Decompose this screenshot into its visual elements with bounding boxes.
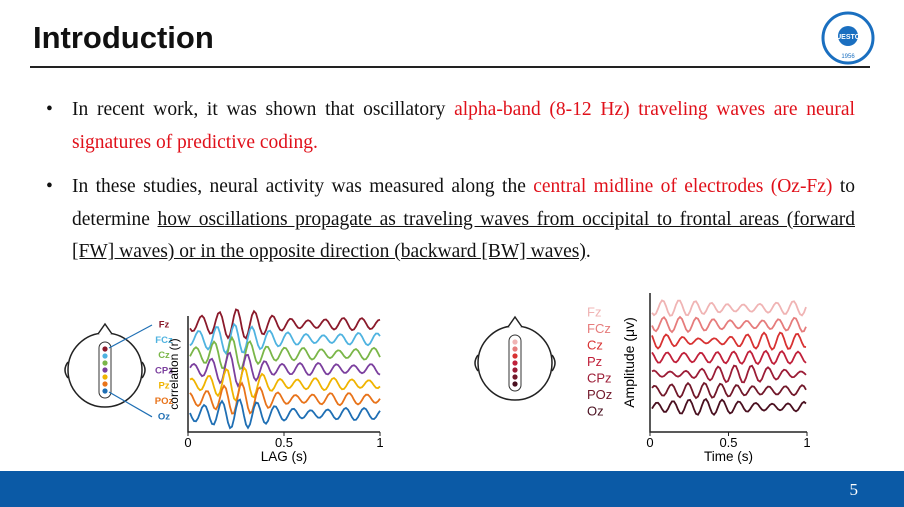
logo-core (838, 26, 858, 46)
ear (474, 354, 479, 372)
electrode (102, 346, 108, 352)
electrode (512, 346, 518, 352)
electrode-label: Fz (159, 320, 170, 331)
x-axis-label: Time (s) (704, 449, 753, 464)
text-segment: central midline of electrodes (Oz-Fz) (533, 176, 833, 197)
x-tick-label: 1 (376, 435, 383, 450)
waveform (189, 351, 381, 388)
waveform (651, 331, 807, 351)
slide-title: Introduction (33, 20, 214, 55)
waveform (189, 308, 381, 340)
text-segment: In these studies, neural activity was me… (72, 176, 534, 197)
electrode-label: FCz (155, 335, 173, 346)
electrode (102, 360, 108, 366)
electrode-label: CPz (587, 370, 612, 385)
waveform (651, 364, 807, 384)
electrode (102, 381, 108, 387)
electrode (512, 360, 518, 366)
electrode-label: CPz (155, 365, 173, 376)
text-segment: alpha-band (8-12 Hz) traveling waves are… (72, 99, 855, 153)
ear (551, 354, 556, 372)
electrode (512, 381, 518, 387)
pointer (108, 391, 153, 418)
x-tick-label: 0 (184, 435, 191, 450)
waveform (651, 397, 807, 416)
electrode-label: POz (155, 396, 174, 407)
electrode-label: Cz (587, 337, 603, 352)
waveform (189, 398, 381, 430)
electrode (102, 367, 108, 373)
logo-year: 1956 (841, 54, 855, 60)
electrode (512, 374, 518, 380)
text-segment: . (585, 241, 591, 262)
electrode-label: Oz (587, 403, 604, 418)
electrode-label: POz (587, 387, 612, 402)
x-tick-label: 0 (646, 435, 653, 450)
electrode (102, 353, 108, 359)
waveform (651, 381, 807, 400)
waveform (651, 349, 807, 366)
electrode (102, 374, 108, 380)
electrode-label: Cz (158, 350, 170, 361)
nose (507, 315, 523, 328)
waveform (189, 335, 381, 370)
waveform (651, 315, 807, 334)
x-tick-label: 1 (803, 435, 810, 450)
pointer (108, 324, 153, 349)
header-rule (30, 66, 870, 68)
waveform (189, 322, 381, 356)
y-axis-label: Amplitude (μv) (621, 317, 637, 408)
text-segment: In recent work, it was shown that oscill… (72, 99, 455, 120)
electrode (102, 388, 108, 394)
x-tick-label: 0.5 (719, 435, 737, 450)
text-segment: to determine (72, 176, 855, 230)
electrode-label: Pz (158, 381, 169, 392)
bullet: In recent work, it was shown that oscill… (46, 94, 855, 159)
bullet: In these studies, neural activity was me… (46, 171, 855, 269)
waveform (189, 381, 381, 415)
x-tick-label: 0.5 (275, 435, 293, 450)
text-segment: how oscillations propagate as traveling … (72, 208, 855, 263)
logo-name: UESTC (836, 34, 860, 41)
electrode (512, 339, 518, 345)
ear (141, 361, 146, 379)
ear (64, 361, 69, 379)
electrode (512, 353, 518, 359)
electrode-label: Oz (158, 411, 170, 422)
electrode-label: Pz (587, 354, 602, 369)
page-number: 5 (849, 480, 859, 499)
waveform (651, 299, 807, 317)
x-axis-label: LAG (s) (261, 449, 308, 464)
electrode (512, 367, 518, 373)
waveform (189, 366, 381, 403)
electrode-label: FCz (587, 321, 611, 336)
y-axis-label: correlation (r) (167, 338, 181, 409)
footer-bar: 5 (0, 471, 904, 507)
electrode-label: Fz (587, 304, 601, 319)
nose (97, 322, 113, 335)
